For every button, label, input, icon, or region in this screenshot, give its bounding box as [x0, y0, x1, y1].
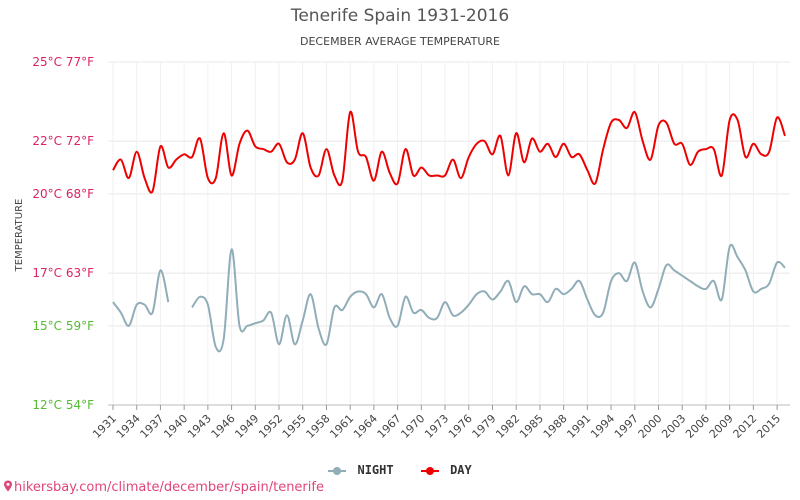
x-tick-label: 1931	[90, 412, 119, 441]
x-tick-label: 1958	[304, 412, 333, 441]
source-footer[interactable]: hikersbay.com/climate/december/spain/ten…	[2, 480, 324, 495]
legend-item-night[interactable]: NIGHT	[328, 463, 394, 477]
x-tick-label: 1973	[422, 412, 451, 441]
legend-label-night: NIGHT	[357, 463, 394, 477]
x-tick-label: 1988	[541, 412, 570, 441]
x-tick-label: 1943	[185, 412, 214, 441]
y-tick-label: 22°C 72°F	[32, 134, 94, 148]
y-tick-label: 15°C 59°F	[32, 319, 94, 333]
x-tick-label: 1961	[327, 412, 356, 441]
y-tick-label: 17°C 63°F	[32, 266, 94, 280]
series-line-day	[112, 111, 786, 194]
map-pin-icon	[4, 480, 12, 492]
x-tick-label: 1949	[232, 412, 261, 441]
y-tick-label: 25°C 77°F	[32, 55, 94, 69]
footer-link[interactable]: hikersbay.com/climate/december/spain/ten…	[14, 480, 324, 495]
y-tick-label: 12°C 54°F	[32, 398, 94, 412]
legend-label-day: DAY	[450, 463, 472, 477]
x-tick-label: 1985	[517, 412, 546, 441]
x-tick-label: 2003	[659, 412, 688, 441]
legend: NIGHT DAY	[0, 463, 800, 477]
x-tick-label: 2006	[683, 412, 712, 441]
series-line-night	[112, 269, 170, 327]
x-tick-label: 1955	[280, 412, 309, 441]
y-tick-labels: 12°C 54°F 15°C 59°F 17°C 63°F 20°C 68°F 22°C…	[32, 55, 94, 412]
legend-item-day[interactable]: DAY	[420, 463, 472, 477]
x-tick-label: 1970	[398, 412, 427, 441]
x-tick-label: 1940	[161, 412, 190, 441]
x-tick-label: 1982	[493, 412, 522, 441]
x-tick-label: 1964	[351, 412, 380, 441]
series-lines	[112, 111, 786, 353]
x-tick-label: 1997	[612, 412, 641, 441]
series-line-night	[191, 243, 786, 353]
chart-subtitle: DECEMBER AVERAGE TEMPERATURE	[300, 35, 500, 48]
x-tick-label: 1967	[375, 412, 404, 441]
y-tick-label: 20°C 68°F	[32, 187, 94, 201]
legend-swatch-day	[420, 466, 439, 475]
x-tick-label: 1991	[564, 412, 593, 441]
x-tick-label: 2000	[636, 412, 665, 441]
x-tick-label: 2012	[731, 412, 760, 441]
x-tick-label: 1976	[446, 412, 475, 441]
x-tick-labels: 1931193419371940194319461949195219551958…	[90, 405, 783, 441]
x-tick-label: 1952	[256, 412, 285, 441]
x-tick-label: 1979	[470, 412, 499, 441]
x-tick-label: 1934	[114, 412, 143, 441]
x-tick-label: 1937	[138, 412, 167, 441]
grid-lines	[108, 61, 790, 406]
x-tick-label: 1994	[588, 412, 617, 441]
x-tick-label: 1946	[209, 412, 238, 441]
legend-swatch-night	[328, 466, 347, 475]
x-tick-label: 2015	[754, 412, 783, 441]
chart-title: Tenerife Spain 1931-2016	[290, 6, 510, 26]
x-tick-label: 2009	[707, 412, 736, 441]
